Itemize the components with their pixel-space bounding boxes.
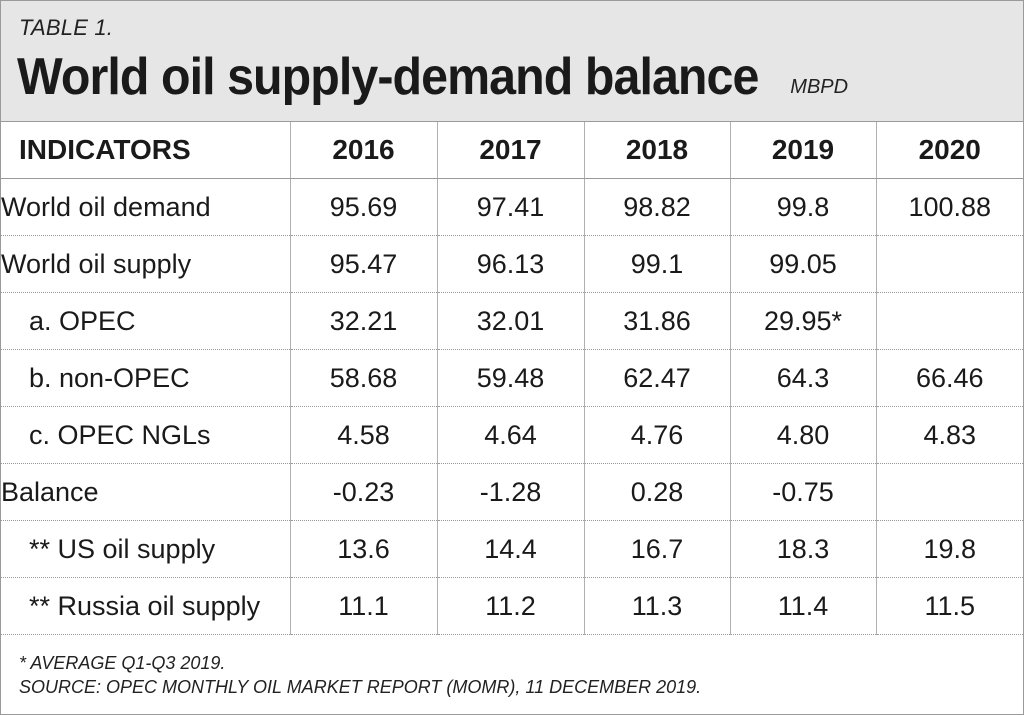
table-cell: 4.76 — [584, 406, 731, 464]
table-cell: 11.4 — [730, 577, 877, 635]
table-cell: -0.23 — [290, 463, 438, 521]
column-header: 2016 — [290, 122, 438, 179]
table-row: b. non-OPEC 58.68 59.48 62.47 64.3 66.46 — [1, 349, 1023, 407]
table-row: a. OPEC 32.21 32.01 31.86 29.95* — [1, 292, 1023, 350]
table-cell: 4.80 — [730, 406, 877, 464]
table-cell: 29.95* — [730, 292, 877, 350]
table-cell: 11.1 — [290, 577, 438, 635]
table-cell: 31.86 — [584, 292, 731, 350]
table-cell: 95.47 — [290, 235, 438, 293]
unit-label: MBPD — [790, 76, 849, 98]
table-row: ** Russia oil supply 11.1 11.2 11.3 11.4 11.5 — [1, 577, 1023, 635]
table-cell: -1.28 — [437, 463, 585, 521]
table-cell: 95.69 — [290, 178, 438, 236]
table-cell: 0.28 — [584, 463, 731, 521]
table-title: World oil supply-demand balance — [17, 48, 759, 106]
table-cell: 66.46 — [876, 349, 1023, 407]
title-row: World oil supply-demand balance MBPD — [17, 51, 848, 103]
table-cell: 99.1 — [584, 235, 731, 293]
table-row: World oil supply 95.47 96.13 99.1 99.05 — [1, 235, 1023, 293]
table-cell: 14.4 — [437, 520, 585, 578]
table-cell — [876, 292, 1023, 350]
data-table: INDICATORS 2016 2017 2018 2019 2020 Worl… — [1, 122, 1023, 635]
table-cell: 99.05 — [730, 235, 877, 293]
column-header: INDICATORS — [1, 122, 291, 179]
row-label: b. non-OPEC — [1, 349, 291, 407]
table-cell: 59.48 — [437, 349, 585, 407]
table-cell: 4.64 — [437, 406, 585, 464]
header-row: INDICATORS 2016 2017 2018 2019 2020 — [1, 122, 1023, 179]
table-footer: * AVERAGE Q1-Q3 2019. SOURCE: OPEC MONTH… — [19, 651, 701, 699]
row-label: a. OPEC — [1, 292, 291, 350]
table-row: ** US oil supply 13.6 14.4 16.7 18.3 19.8 — [1, 520, 1023, 578]
table-cell: 4.83 — [876, 406, 1023, 464]
source-note: SOURCE: OPEC MONTHLY OIL MARKET REPORT (… — [19, 677, 702, 697]
table-cell: 62.47 — [584, 349, 731, 407]
table-cell: 32.21 — [290, 292, 438, 350]
column-header: 2017 — [437, 122, 585, 179]
table-cell: 4.58 — [290, 406, 438, 464]
table-row: World oil demand 95.69 97.41 98.82 99.8 100.8… — [1, 178, 1023, 236]
row-label: c. OPEC NGLs — [1, 406, 291, 464]
table-cell: 58.68 — [290, 349, 438, 407]
table-number-label: TABLE 1. — [19, 15, 114, 40]
table-cell — [876, 463, 1023, 521]
row-label: ** Russia oil supply — [1, 577, 291, 635]
table-cell: 32.01 — [437, 292, 585, 350]
table-cell: 11.3 — [584, 577, 731, 635]
row-label: Balance — [1, 463, 291, 521]
table-cell: 11.2 — [437, 577, 585, 635]
column-header: 2020 — [876, 122, 1023, 179]
column-header: 2019 — [730, 122, 877, 179]
row-label: World oil demand — [1, 178, 291, 236]
table-cell: 11.5 — [876, 577, 1023, 635]
table-cell: 19.8 — [876, 520, 1023, 578]
table-cell: 97.41 — [437, 178, 585, 236]
table-header: TABLE 1. World oil supply-demand balance… — [1, 1, 1023, 122]
table-row: c. OPEC NGLs 4.58 4.64 4.76 4.80 4.83 — [1, 406, 1023, 464]
table-cell: 64.3 — [730, 349, 877, 407]
table-cell: 16.7 — [584, 520, 731, 578]
table-row: Balance -0.23 -1.28 0.28 -0.75 — [1, 463, 1023, 521]
table-cell: 100.88 — [876, 178, 1023, 236]
row-label: World oil supply — [1, 235, 291, 293]
table-cell: 98.82 — [584, 178, 731, 236]
row-label: ** US oil supply — [1, 520, 291, 578]
table-cell: 13.6 — [290, 520, 438, 578]
table-cell: 18.3 — [730, 520, 877, 578]
column-header: 2018 — [584, 122, 731, 179]
footnote: * AVERAGE Q1-Q3 2019. — [19, 653, 226, 673]
table-cell: 99.8 — [730, 178, 877, 236]
table-cell — [876, 235, 1023, 293]
table-cell: 96.13 — [437, 235, 585, 293]
table-cell: -0.75 — [730, 463, 877, 521]
